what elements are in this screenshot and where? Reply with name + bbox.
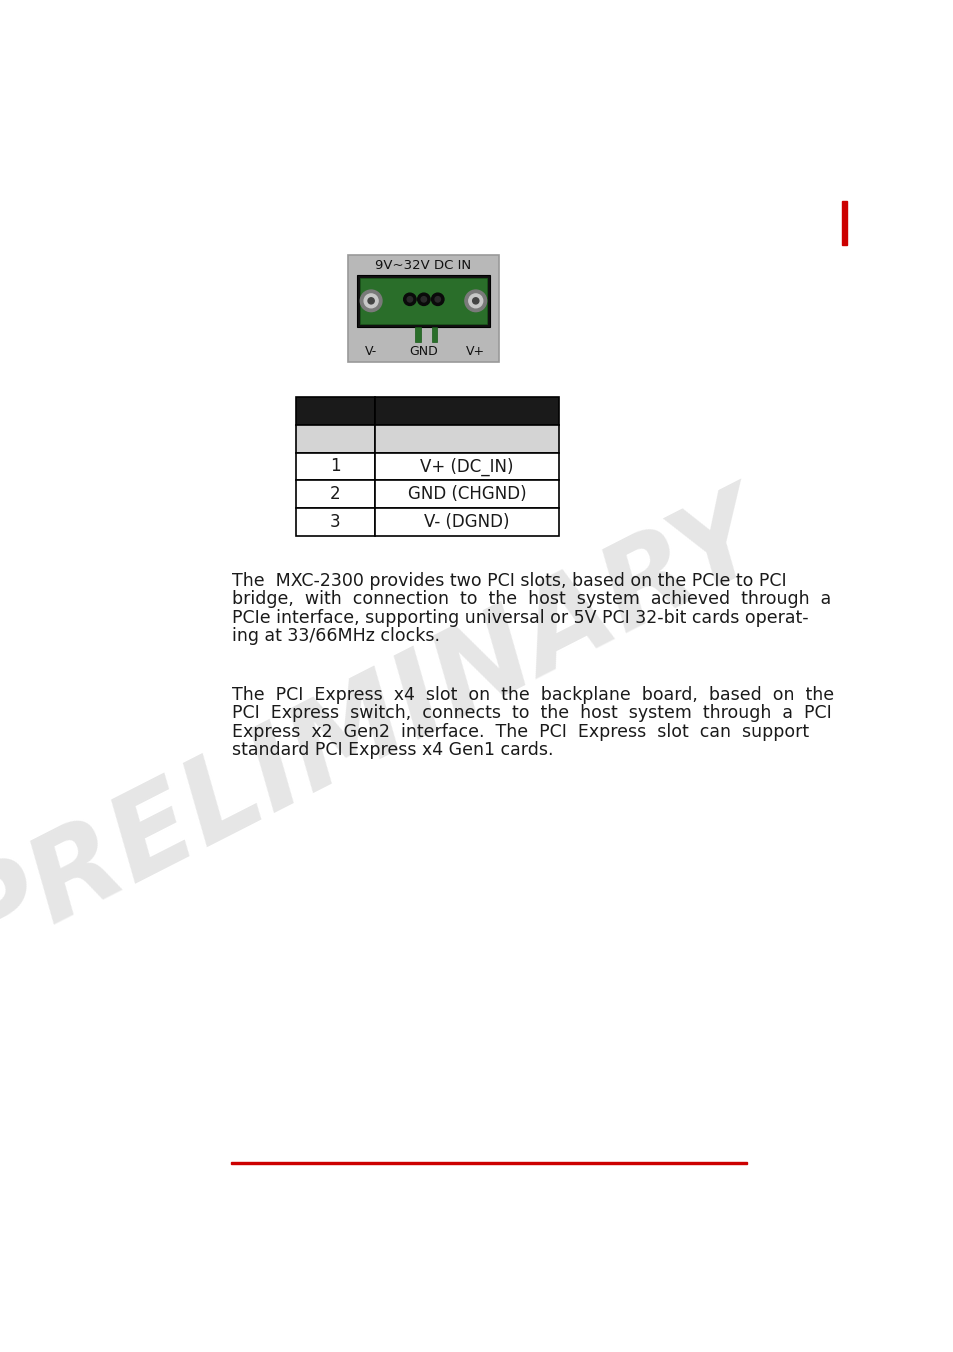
Circle shape bbox=[420, 296, 426, 301]
Circle shape bbox=[360, 291, 381, 311]
Text: 9V~32V DC IN: 9V~32V DC IN bbox=[375, 260, 471, 272]
Bar bbox=[348, 254, 498, 362]
Bar bbox=[231, 1161, 746, 1164]
Circle shape bbox=[472, 297, 478, 304]
Circle shape bbox=[403, 293, 416, 306]
Text: V+ (DC_IN): V+ (DC_IN) bbox=[420, 457, 514, 476]
Text: The  PCI  Express  x4  slot  on  the  backplane  board,  based  on  the: The PCI Express x4 slot on the backplane… bbox=[232, 685, 833, 704]
Circle shape bbox=[431, 293, 443, 306]
Circle shape bbox=[407, 296, 412, 301]
Bar bbox=[295, 480, 375, 508]
Bar bbox=[375, 425, 558, 453]
Circle shape bbox=[368, 297, 374, 304]
Bar bbox=[431, 327, 436, 342]
Bar bbox=[841, 200, 846, 246]
Bar bbox=[295, 508, 375, 535]
Text: GND: GND bbox=[409, 345, 437, 358]
Text: The  MXC-2300 provides two PCI slots, based on the PCIe to PCI: The MXC-2300 provides two PCI slots, bas… bbox=[232, 572, 785, 589]
Bar bbox=[375, 508, 558, 535]
Bar bbox=[295, 397, 375, 425]
Text: V- (DGND): V- (DGND) bbox=[424, 512, 510, 531]
Text: 3: 3 bbox=[330, 512, 340, 531]
Bar bbox=[375, 480, 558, 508]
Circle shape bbox=[364, 293, 377, 308]
Circle shape bbox=[464, 291, 486, 311]
Text: PCIe interface, supporting universal or 5V PCI 32-bit cards operat-: PCIe interface, supporting universal or … bbox=[232, 608, 807, 627]
Text: Express  x2  Gen2  interface.  The  PCI  Express  slot  can  support: Express x2 Gen2 interface. The PCI Expre… bbox=[232, 723, 808, 741]
Bar bbox=[356, 274, 489, 327]
Bar bbox=[415, 327, 420, 342]
Bar bbox=[375, 453, 558, 480]
Circle shape bbox=[468, 293, 482, 308]
Circle shape bbox=[417, 293, 430, 306]
Text: bridge,  with  connection  to  the  host  system  achieved  through  a: bridge, with connection to the host syst… bbox=[232, 591, 830, 608]
Text: GND (CHGND): GND (CHGND) bbox=[408, 485, 526, 503]
Text: PRELIMINARY: PRELIMINARY bbox=[0, 477, 783, 986]
Text: 1: 1 bbox=[330, 457, 340, 476]
Text: PCI  Express  switch,  connects  to  the  host  system  through  a  PCI: PCI Express switch, connects to the host… bbox=[232, 704, 830, 722]
Bar bbox=[360, 277, 486, 324]
Bar bbox=[295, 425, 375, 453]
Text: V-: V- bbox=[365, 345, 376, 358]
Circle shape bbox=[435, 296, 440, 301]
Text: V+: V+ bbox=[466, 345, 485, 358]
Bar bbox=[295, 453, 375, 480]
Text: 2: 2 bbox=[330, 485, 340, 503]
Bar bbox=[375, 397, 558, 425]
Text: ing at 33/66MHz clocks.: ing at 33/66MHz clocks. bbox=[232, 627, 439, 645]
Text: standard PCI Express x4 Gen1 cards.: standard PCI Express x4 Gen1 cards. bbox=[232, 741, 553, 760]
